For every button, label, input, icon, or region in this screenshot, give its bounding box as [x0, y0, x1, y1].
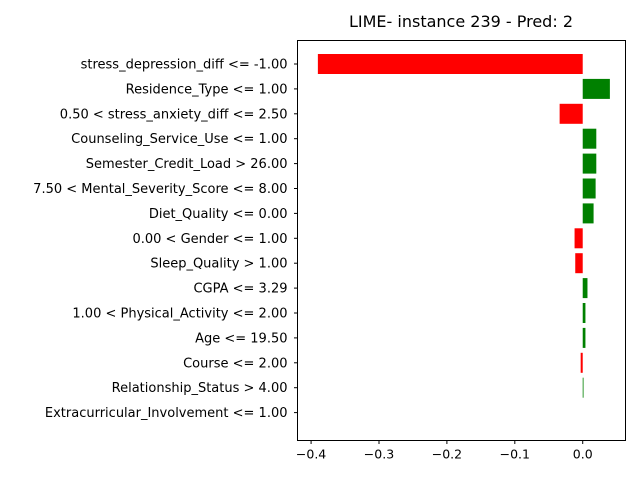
category-label: Diet_Quality <= 0.00: [149, 207, 288, 222]
bar: [317, 54, 583, 74]
category-label: 0.00 < Gender <= 1.00: [132, 232, 287, 247]
x-tick-label: −0.2: [432, 447, 462, 462]
category-label: Age <= 19.50: [195, 331, 287, 346]
x-tick-label: −0.4: [296, 447, 326, 462]
category-label: Course <= 2.00: [183, 356, 287, 371]
bar: [582, 203, 594, 224]
chart-title: LIME- instance 239 - Pred: 2: [349, 12, 573, 31]
category-label: Sleep_Quality > 1.00: [150, 257, 287, 272]
bar: [582, 377, 584, 398]
category-label: Relationship_Status > 4.00: [112, 381, 288, 396]
plot-frame: [297, 40, 626, 441]
category-label: Extracurricular_Involvement <= 1.00: [45, 406, 288, 421]
bar: [582, 128, 597, 149]
x-tick-label: 0.0: [573, 447, 593, 462]
bar: [582, 78, 610, 99]
bar: [582, 278, 588, 299]
bar: [582, 178, 596, 199]
category-label: Semester_Credit_Load > 26.00: [86, 157, 288, 172]
x-tick-label: −0.3: [364, 447, 394, 462]
bar: [580, 352, 583, 373]
bar: [582, 327, 586, 348]
bar: [582, 153, 597, 174]
category-label: 0.50 < stress_anxiety_diff <= 2.50: [60, 107, 288, 122]
bar-group: [317, 54, 610, 398]
bar: [582, 303, 586, 323]
category-labels: stress_depression_diff <= -1.00 Residence…: [33, 58, 298, 421]
x-tick-label: −0.1: [500, 447, 530, 462]
category-label: Counseling_Service_Use <= 1.00: [71, 132, 287, 147]
category-label: 1.00 < Physical_Activity <= 2.00: [72, 307, 287, 322]
category-label: stress_depression_diff <= -1.00: [81, 58, 288, 73]
bar: [574, 228, 583, 249]
bar: [575, 253, 583, 274]
x-axis-ticks: −0.4 −0.3 −0.2 −0.1 0.0: [296, 440, 593, 462]
category-label: Residence_Type <= 1.00: [126, 82, 288, 97]
category-label: 7.50 < Mental_Severity_Score <= 8.00: [33, 182, 287, 197]
category-label: CGPA <= 3.29: [193, 282, 287, 297]
bar: [559, 103, 583, 124]
